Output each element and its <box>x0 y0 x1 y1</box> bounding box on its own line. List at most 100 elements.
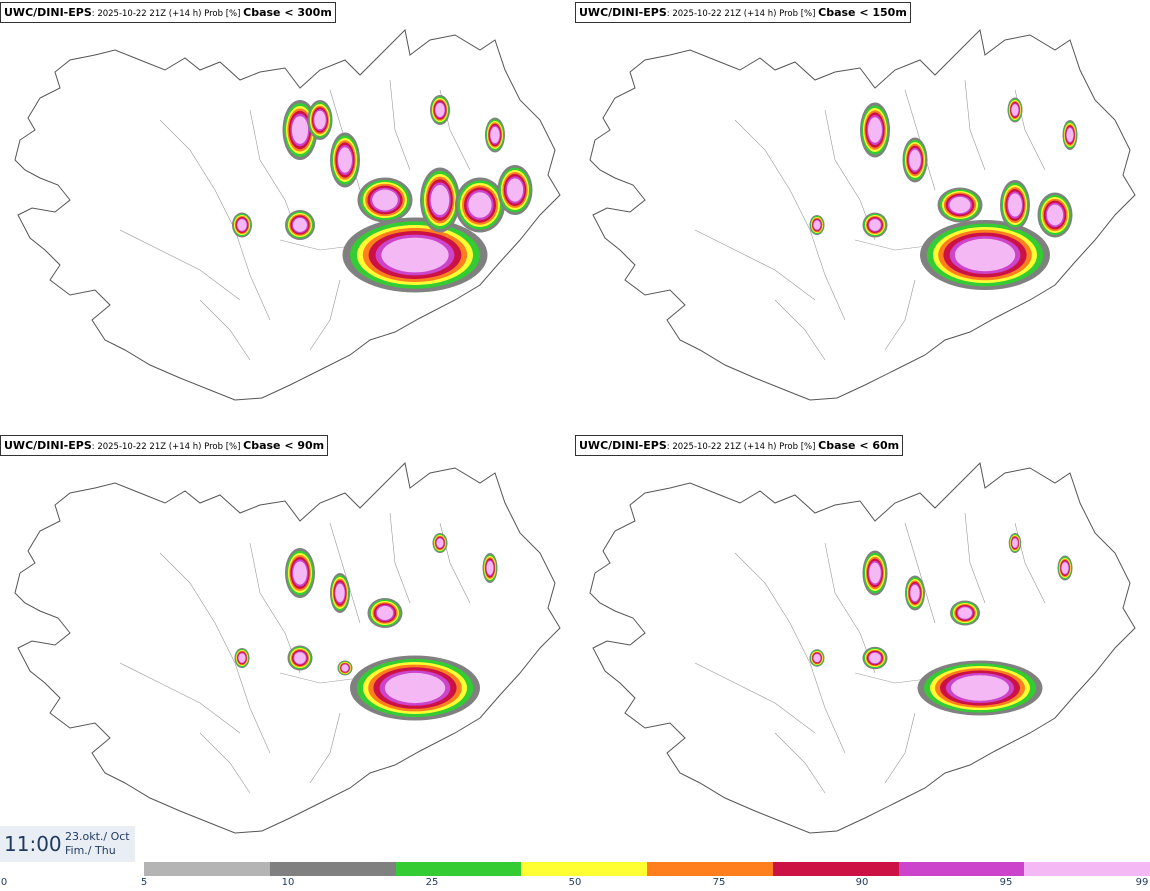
panel-title: UWC/DINI-EPS: 2025-10-22 21Z (+14 h) Pro… <box>0 2 336 23</box>
probability-contour <box>384 672 446 704</box>
probability-contour <box>436 538 444 548</box>
probability-contour <box>435 103 445 117</box>
probability-contour <box>869 219 881 231</box>
probability-contour <box>506 178 524 202</box>
colorbar-tick-label: 99 <box>1135 877 1149 888</box>
colorbar-segment <box>521 862 648 876</box>
valid-date-line1: 23.okt./ Oct <box>65 830 130 843</box>
probability-contour <box>294 652 306 664</box>
colorbar-tick-label: 0 <box>0 877 8 888</box>
run-info: : 2025-10-22 21Z (+14 h) Prob [%] <box>666 442 819 452</box>
iceland-map <box>14 28 561 401</box>
probability-colorbar <box>144 862 1150 876</box>
region-boundary <box>884 279 916 351</box>
valid-time-box: 11:00 23.okt./ Oct Fim./ Thu <box>0 826 135 862</box>
iceland-map <box>589 461 1136 834</box>
probability-contour <box>238 653 246 663</box>
region-boundary <box>694 229 816 301</box>
probability-contour <box>869 562 881 584</box>
model-name: UWC/DINI-EPS <box>579 6 667 19</box>
probability-contour <box>293 218 307 232</box>
map-panel-cbase-90: UWC/DINI-EPS: 2025-10-22 21Z (+14 h) Pro… <box>0 433 575 863</box>
probability-contour <box>291 116 309 144</box>
colorbar-tick-label: 90 <box>855 877 869 888</box>
iceland-map <box>589 28 1136 401</box>
probability-contour <box>1011 104 1019 116</box>
probability-contour <box>376 606 394 620</box>
run-info: : 2025-10-22 21Z (+14 h) Prob [%] <box>91 9 244 19</box>
probability-contour <box>813 653 821 663</box>
coastline <box>14 461 561 834</box>
probability-contour <box>868 117 882 143</box>
panel-title: UWC/DINI-EPS: 2025-10-22 21Z (+14 h) Pro… <box>0 435 329 456</box>
probability-contour <box>335 583 345 603</box>
probability-contour <box>1012 538 1018 548</box>
region-boundary <box>774 732 826 794</box>
variable-label: Cbase < 60m <box>818 439 900 452</box>
colorbar-ticks: 0 5 10 25 50 75 90 95 99 <box>0 877 1150 891</box>
model-name: UWC/DINI-EPS <box>4 6 92 19</box>
colorbar-segment <box>1024 862 1150 876</box>
region-boundary <box>199 299 251 361</box>
probability-overlay <box>809 533 1073 716</box>
iceland-outline <box>589 461 1136 834</box>
map-panel-cbase-300: UWC/DINI-EPS: 2025-10-22 21Z (+14 h) Pro… <box>0 0 575 430</box>
iceland-outline <box>14 461 561 834</box>
map-panel-cbase-150: UWC/DINI-EPS: 2025-10-22 21Z (+14 h) Pro… <box>575 0 1150 430</box>
valid-date: 23.okt./ Oct Fim./ Thu <box>65 830 130 858</box>
colorbar-segment <box>144 862 271 876</box>
probability-contour <box>1061 562 1069 574</box>
probability-contour <box>468 192 492 218</box>
region-boundary <box>964 79 986 171</box>
probability-contour <box>951 675 1009 701</box>
probability-contour <box>293 561 307 585</box>
variable-label: Cbase < 90m <box>243 439 325 452</box>
region-boundary <box>199 732 251 794</box>
colorbar-segment <box>647 862 774 876</box>
probability-contour <box>430 184 450 216</box>
coastline <box>589 28 1136 401</box>
colorbar-tick-label: 5 <box>140 877 148 888</box>
region-boundary <box>309 279 341 351</box>
colorbar-segment <box>395 862 522 876</box>
region-boundary <box>884 712 916 784</box>
probability-overlay <box>809 97 1078 290</box>
region-boundary <box>904 522 936 624</box>
valid-date-line2: Fim./ Thu <box>65 844 116 857</box>
region-boundary <box>854 239 936 251</box>
colorbar-segment <box>898 862 1025 876</box>
variable-label: Cbase < 150m <box>818 6 907 19</box>
region-boundary <box>309 712 341 784</box>
probability-contour <box>949 196 971 214</box>
panel-title: UWC/DINI-EPS: 2025-10-22 21Z (+14 h) Pro… <box>575 435 904 456</box>
colorbar-segment <box>269 862 396 876</box>
probability-contour <box>372 189 398 211</box>
region-boundary <box>734 119 846 321</box>
colorbar-tick-label: 25 <box>425 877 439 888</box>
probability-overlay <box>232 95 533 293</box>
colorbar-tick-label: 95 <box>999 877 1013 888</box>
region-boundary <box>964 512 986 604</box>
probability-contour <box>813 220 821 230</box>
region-boundary <box>1014 522 1046 604</box>
probability-contour <box>910 584 920 602</box>
coastline <box>589 461 1136 834</box>
probability-contour <box>486 561 494 575</box>
probability-contour <box>1066 128 1074 142</box>
run-info: : 2025-10-22 21Z (+14 h) Prob [%] <box>666 9 819 19</box>
panel-title: UWC/DINI-EPS: 2025-10-22 21Z (+14 h) Pro… <box>575 2 911 23</box>
probability-contour <box>909 149 921 171</box>
iceland-map <box>14 461 561 834</box>
probability-contour <box>341 664 349 672</box>
coastline <box>14 28 561 401</box>
probability-contour <box>954 238 1016 272</box>
probability-contour <box>314 110 326 130</box>
probability-contour <box>1046 204 1064 226</box>
region-boundary <box>159 119 271 321</box>
region-boundary <box>329 522 361 624</box>
valid-time: 11:00 <box>4 832 62 856</box>
probability-contour <box>490 126 500 144</box>
model-name: UWC/DINI-EPS <box>4 439 92 452</box>
probability-contour <box>958 607 972 619</box>
iceland-outline <box>589 28 1136 401</box>
